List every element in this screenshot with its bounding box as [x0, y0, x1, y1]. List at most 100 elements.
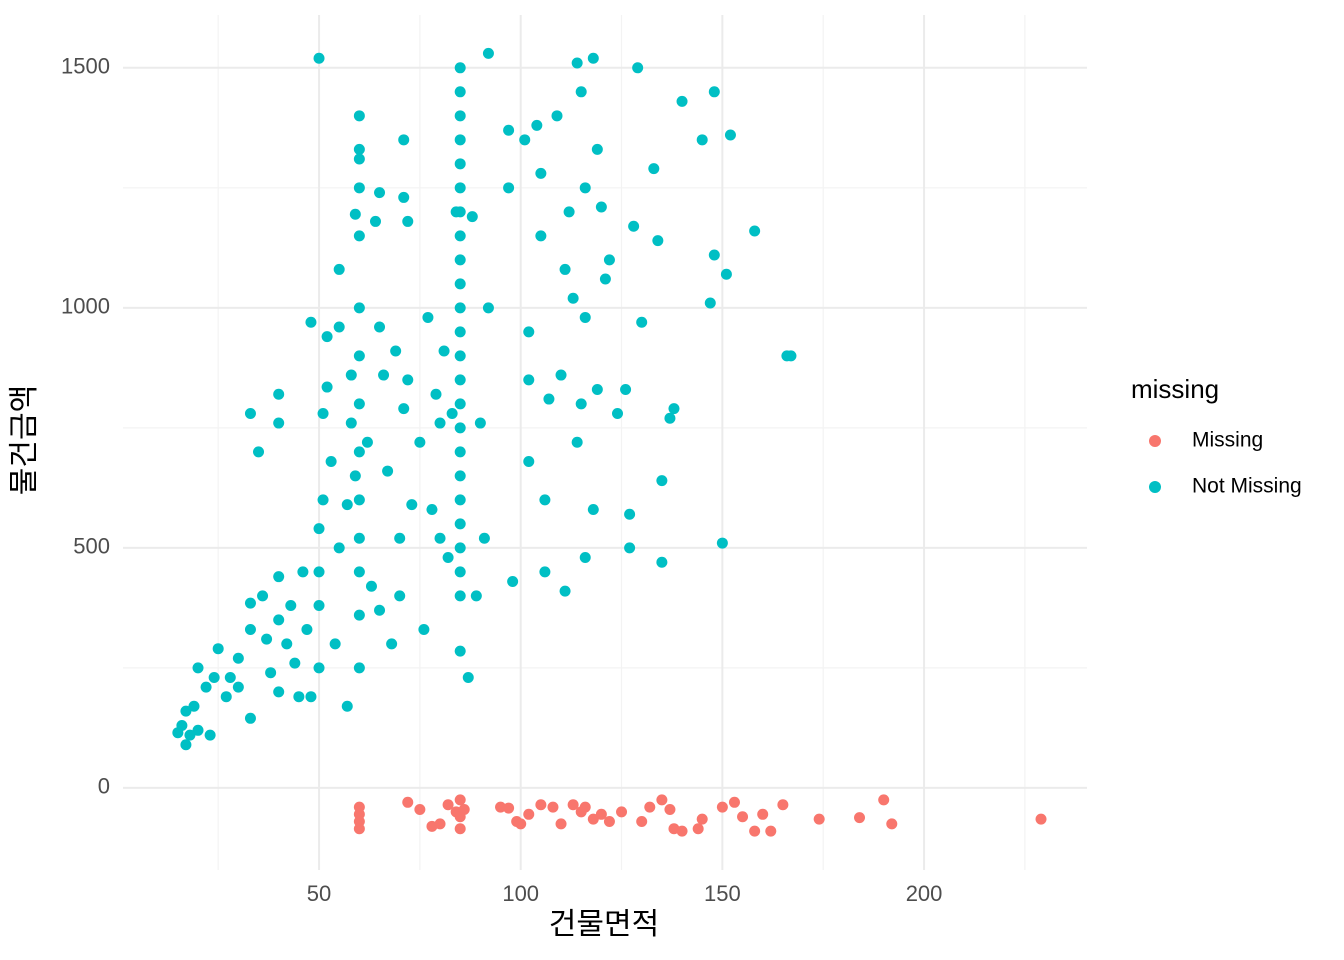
point — [454, 326, 466, 338]
point — [353, 350, 365, 362]
point — [374, 604, 386, 616]
point — [652, 235, 664, 247]
point — [454, 158, 466, 170]
point — [587, 52, 599, 64]
point — [454, 566, 466, 578]
point — [422, 311, 434, 323]
point — [386, 638, 398, 650]
point — [442, 799, 454, 811]
point — [454, 823, 466, 835]
point — [503, 124, 515, 136]
point — [523, 326, 535, 338]
point — [402, 374, 414, 386]
point — [329, 638, 341, 650]
point — [571, 436, 583, 448]
point — [353, 110, 365, 122]
point — [708, 249, 720, 261]
point — [257, 590, 269, 602]
point — [333, 321, 345, 333]
point — [482, 47, 494, 59]
legend-label: Not Missing — [1192, 475, 1302, 498]
point — [664, 412, 676, 424]
point — [273, 614, 285, 626]
legend-key — [1149, 435, 1161, 447]
point — [603, 254, 615, 266]
point — [555, 818, 567, 830]
point — [374, 187, 386, 199]
point — [720, 268, 732, 280]
point — [478, 532, 490, 544]
point — [446, 407, 458, 419]
point — [244, 597, 256, 609]
point — [184, 729, 196, 741]
point — [644, 801, 656, 813]
point — [624, 508, 636, 520]
point — [176, 719, 188, 731]
point — [244, 712, 256, 724]
point — [345, 417, 357, 429]
point — [559, 585, 571, 597]
point — [656, 794, 668, 806]
point — [692, 823, 704, 835]
point — [587, 813, 599, 825]
point — [523, 808, 535, 820]
point — [628, 220, 640, 232]
y-axis-title: 물건금액 — [8, 385, 41, 495]
point — [353, 446, 365, 458]
point — [696, 134, 708, 146]
point — [353, 182, 365, 194]
point — [442, 551, 454, 563]
y-tick-label: 1000 — [61, 294, 110, 319]
point — [579, 311, 591, 323]
point — [180, 739, 192, 751]
point — [353, 494, 365, 506]
point — [676, 95, 688, 107]
point — [757, 808, 769, 820]
point — [430, 388, 442, 400]
point — [571, 57, 583, 69]
point — [273, 388, 285, 400]
point — [273, 571, 285, 583]
point — [523, 455, 535, 467]
point — [612, 407, 624, 419]
point — [273, 417, 285, 429]
point — [535, 799, 547, 811]
point — [454, 794, 466, 806]
point — [285, 599, 297, 611]
point — [192, 724, 204, 736]
point — [886, 818, 898, 830]
point — [813, 813, 825, 825]
y-tick-label: 500 — [73, 534, 110, 559]
point — [595, 808, 607, 820]
point — [394, 532, 406, 544]
point — [313, 599, 325, 611]
point — [325, 455, 337, 467]
point — [656, 556, 668, 568]
point — [515, 818, 527, 830]
point — [406, 499, 418, 511]
point — [454, 62, 466, 74]
point — [402, 796, 414, 808]
point — [539, 566, 551, 578]
point — [603, 816, 615, 828]
point — [253, 446, 265, 458]
point — [664, 804, 676, 816]
point — [454, 446, 466, 458]
point — [402, 215, 414, 227]
point — [507, 575, 519, 587]
point — [555, 369, 567, 381]
point — [676, 825, 688, 837]
legend-title: missing — [1131, 374, 1219, 404]
point — [599, 273, 611, 285]
point — [704, 297, 716, 309]
point — [454, 134, 466, 146]
point — [543, 393, 555, 405]
point — [390, 345, 402, 357]
point — [454, 542, 466, 554]
point — [737, 811, 749, 823]
point — [454, 230, 466, 242]
point — [656, 475, 668, 487]
point — [454, 254, 466, 266]
point — [559, 263, 571, 275]
